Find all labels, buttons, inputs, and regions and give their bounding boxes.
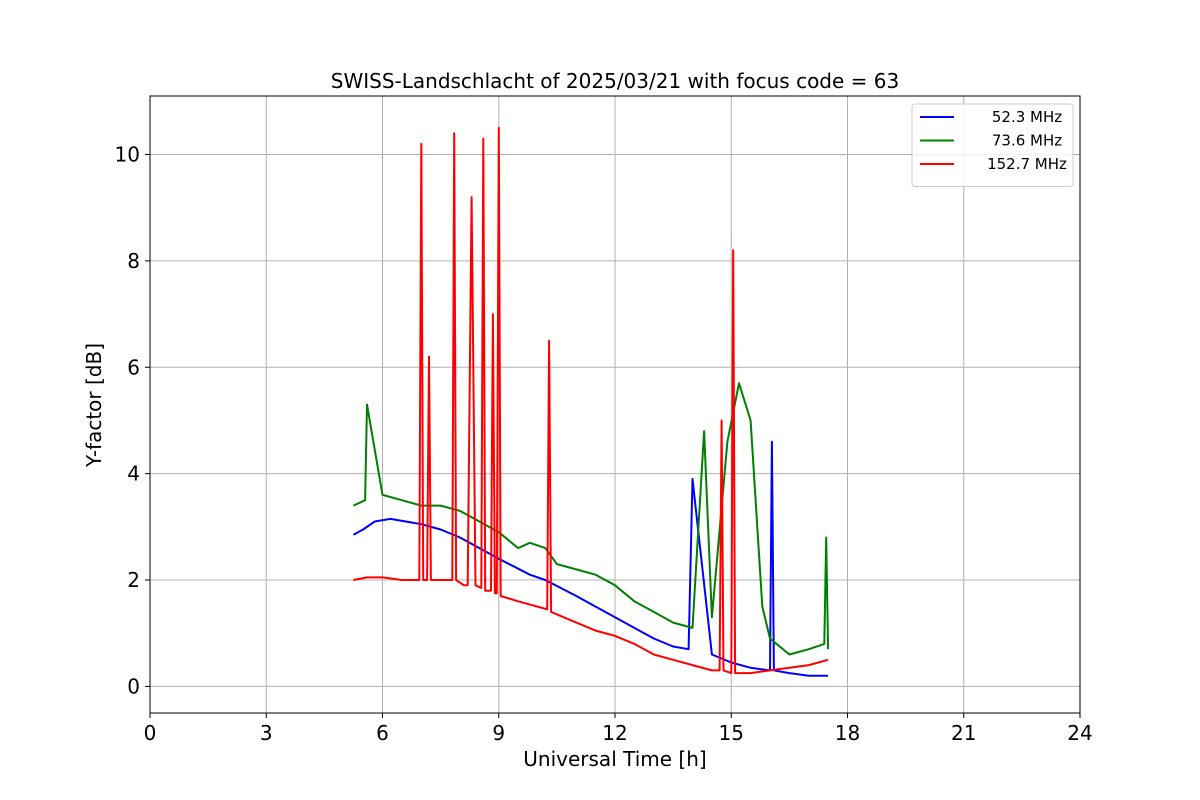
y-tick-label: 2 — [127, 568, 140, 592]
series-line-2 — [353, 126, 829, 675]
y-tick-label: 10 — [115, 143, 140, 167]
y-tick-label: 6 — [127, 355, 140, 379]
legend-label: 73.6 MHz — [992, 132, 1062, 150]
x-tick-label: 18 — [835, 721, 860, 745]
y-tick-label: 4 — [127, 462, 140, 486]
x-tick-label: 21 — [951, 721, 976, 745]
x-tick-label: 24 — [1067, 721, 1092, 745]
legend: 52.3 MHz 73.6 MHz 152.7 MHz — [911, 103, 1074, 187]
x-tick-label: 0 — [144, 721, 157, 745]
x-tick-label: 15 — [719, 721, 744, 745]
legend-box — [911, 103, 1074, 187]
y-axis-title: Y-factor [dB] — [82, 343, 106, 468]
x-axis-title: Universal Time [h] — [523, 747, 706, 771]
plot-area — [352, 126, 830, 677]
x-tick-label: 3 — [260, 721, 273, 745]
y-tick-label: 8 — [127, 249, 140, 273]
legend-label: 52.3 MHz — [992, 108, 1062, 126]
y-tick-label: 0 — [127, 674, 140, 698]
x-tick-label: 9 — [492, 721, 505, 745]
chart-title: SWISS-Landschlacht of 2025/03/21 with fo… — [331, 69, 899, 93]
legend-label: 152.7 MHz — [987, 155, 1067, 173]
x-tick-label: 6 — [376, 721, 389, 745]
x-tick-label: 12 — [602, 721, 627, 745]
